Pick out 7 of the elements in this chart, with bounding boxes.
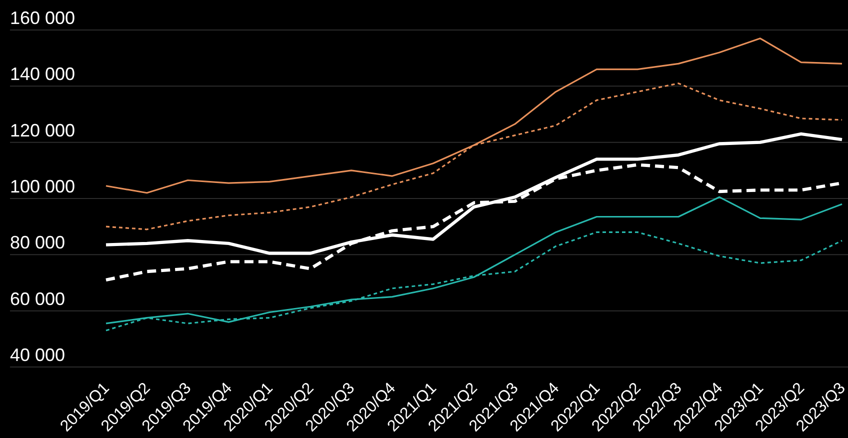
y-tick-label: 40 000 — [10, 345, 66, 365]
y-tick-label: 140 000 — [10, 64, 76, 84]
y-tick-label: 100 000 — [10, 176, 76, 196]
y-tick-label: 120 000 — [10, 120, 76, 140]
y-tick-label: 160 000 — [10, 8, 76, 28]
y-tick-label: 60 000 — [10, 288, 66, 309]
y-tick-label: 80 000 — [10, 232, 66, 253]
